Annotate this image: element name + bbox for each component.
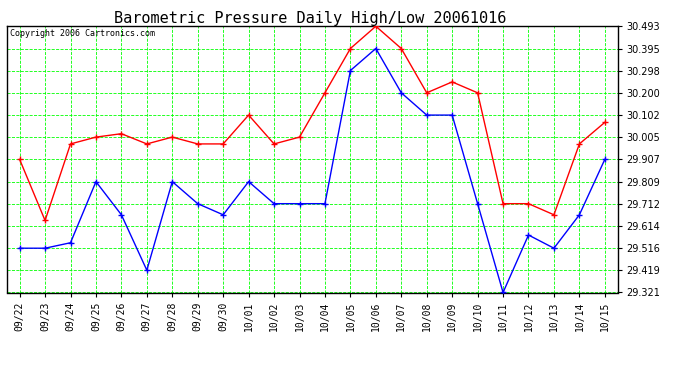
Text: Copyright 2006 Cartronics.com: Copyright 2006 Cartronics.com — [10, 29, 155, 38]
Text: Barometric Pressure Daily High/Low 20061016: Barometric Pressure Daily High/Low 20061… — [115, 11, 506, 26]
